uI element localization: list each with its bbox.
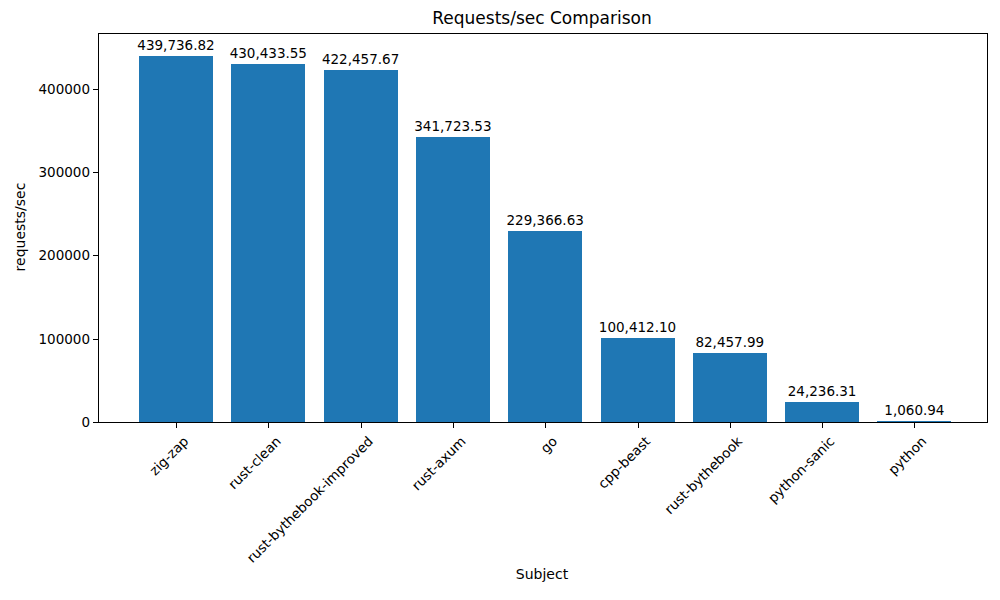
bar-value-label: 82,457.99 bbox=[660, 334, 800, 350]
x-tick bbox=[268, 423, 269, 428]
x-tick-label: rust-clean bbox=[224, 433, 283, 492]
x-tick bbox=[638, 423, 639, 428]
y-axis-label: requests/sec bbox=[12, 183, 28, 272]
x-tick bbox=[730, 423, 731, 428]
x-tick-label: python bbox=[885, 433, 930, 478]
bar-value-label: 1,060.94 bbox=[844, 402, 984, 418]
bar bbox=[139, 56, 213, 422]
bar-chart-figure: Requests/sec Comparison requests/sec 439… bbox=[0, 0, 1000, 600]
bar-value-label: 229,366.63 bbox=[475, 212, 615, 228]
y-tick bbox=[93, 255, 98, 256]
y-tick bbox=[93, 172, 98, 173]
y-tick-label: 200000 bbox=[38, 247, 90, 263]
y-tick bbox=[93, 89, 98, 90]
x-tick-label: rust-bythebook bbox=[661, 433, 745, 517]
y-tick-label: 400000 bbox=[38, 81, 90, 97]
x-tick-label: rust-axum bbox=[408, 433, 468, 493]
bar bbox=[416, 137, 490, 422]
y-tick bbox=[93, 422, 98, 423]
chart-title: Requests/sec Comparison bbox=[98, 8, 986, 28]
x-tick-label: python-sanic bbox=[764, 433, 837, 506]
bar bbox=[877, 421, 951, 423]
x-axis-label: Subject bbox=[98, 566, 986, 582]
y-tick-label: 0 bbox=[81, 414, 90, 430]
y-tick bbox=[93, 339, 98, 340]
bar-value-label: 24,236.31 bbox=[752, 383, 892, 399]
bar bbox=[601, 338, 675, 422]
x-tick bbox=[361, 423, 362, 428]
y-tick-label: 100000 bbox=[38, 331, 90, 347]
x-tick-label: zig-zap bbox=[146, 433, 191, 478]
x-tick-label: go bbox=[537, 433, 560, 456]
bar-value-label: 422,457.67 bbox=[291, 51, 431, 67]
x-tick bbox=[822, 423, 823, 428]
x-tick-label: cpp-beast bbox=[594, 433, 653, 492]
x-tick bbox=[453, 423, 454, 428]
plot-area: 439,736.82zig-zap430,433.55rust-clean422… bbox=[98, 33, 988, 423]
bar bbox=[231, 64, 305, 422]
y-tick-label: 300000 bbox=[38, 164, 90, 180]
bar-value-label: 100,412.10 bbox=[568, 319, 708, 335]
bar-value-label: 341,723.53 bbox=[383, 118, 523, 134]
x-tick bbox=[176, 423, 177, 428]
x-tick bbox=[545, 423, 546, 428]
x-tick bbox=[914, 423, 915, 428]
